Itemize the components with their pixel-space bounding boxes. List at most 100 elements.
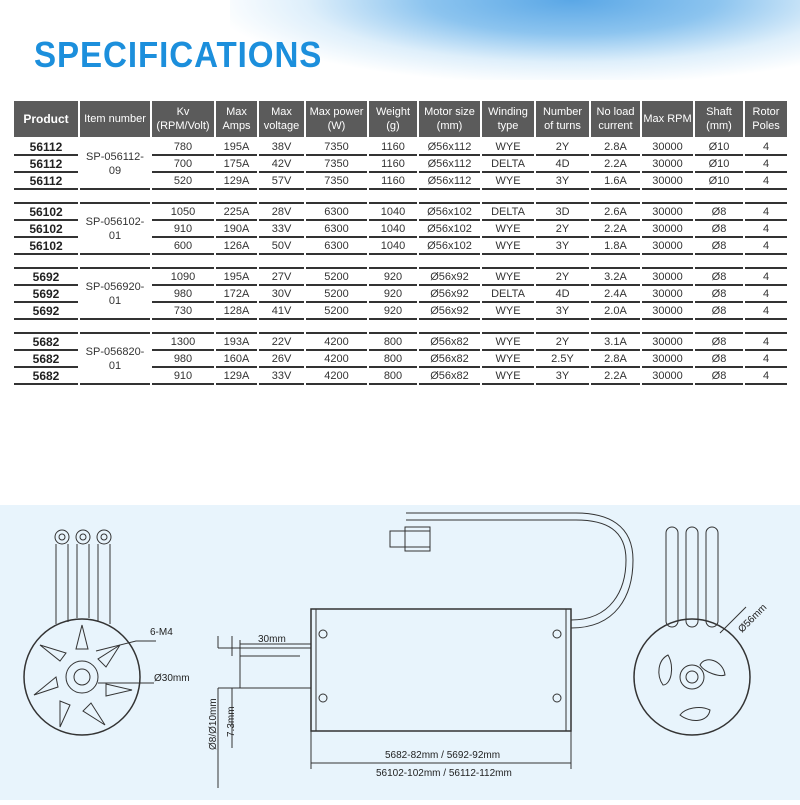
body-diameter-label: Ø56mm bbox=[736, 602, 769, 635]
table-row: 56112 520 129A 57V 7350 1160 Ø56x112 WYE 3Y 1.6A 3… bbox=[14, 173, 787, 190]
column-header-text: (RPM/Volt) bbox=[156, 120, 210, 132]
table-cell: 190A bbox=[216, 221, 257, 238]
table-cell: 3.1A bbox=[591, 334, 640, 351]
column-header-text: No load bbox=[596, 106, 635, 118]
table-cell: 4 bbox=[745, 303, 787, 320]
separator-cell bbox=[14, 190, 78, 204]
table-cell: Ø56x112 bbox=[419, 173, 480, 190]
table-cell: 4200 bbox=[306, 368, 367, 385]
separator-cell bbox=[642, 190, 693, 204]
table-cell: 2.2A bbox=[591, 156, 640, 173]
table-cell: 2.4A bbox=[591, 286, 640, 303]
table-cell: 920 bbox=[369, 286, 417, 303]
table-cell: Ø56x82 bbox=[419, 334, 480, 351]
column-header-text: Rotor bbox=[752, 106, 780, 118]
table-cell: 1.6A bbox=[591, 173, 640, 190]
table-cell: 30V bbox=[259, 286, 304, 303]
front-view-drawing bbox=[23, 529, 156, 736]
column-header: Max Amps bbox=[216, 101, 257, 139]
separator-cell bbox=[482, 255, 534, 269]
table-cell: 30000 bbox=[642, 351, 693, 368]
separator-cell bbox=[369, 255, 417, 269]
table-cell: 3Y bbox=[536, 368, 589, 385]
table-cell: 30000 bbox=[642, 173, 693, 190]
table-cell: 4D bbox=[536, 286, 589, 303]
table-cell: 126A bbox=[216, 238, 257, 255]
column-header-text: Motor size bbox=[424, 106, 475, 118]
table-cell: 600 bbox=[152, 238, 214, 255]
table-cell: 2.8A bbox=[591, 139, 640, 156]
table-cell: Ø56x82 bbox=[419, 368, 480, 385]
separator-cell bbox=[306, 320, 367, 334]
table-cell: 1050 bbox=[152, 204, 214, 221]
page-title: SPECIFICATIONS bbox=[34, 34, 323, 75]
table-cell: 1.8A bbox=[591, 238, 640, 255]
table-cell: 42V bbox=[259, 156, 304, 173]
length-label-1: 5682-82mm / 5692-92mm bbox=[385, 750, 500, 761]
separator-cell bbox=[259, 255, 304, 269]
table-cell: DELTA bbox=[482, 286, 534, 303]
separator-cell bbox=[695, 190, 743, 204]
column-header-text: Shaft bbox=[706, 106, 732, 118]
table-cell: 2Y bbox=[536, 269, 589, 286]
table-cell: Ø56x112 bbox=[419, 156, 480, 173]
separator-cell bbox=[536, 320, 589, 334]
separator-cell bbox=[259, 320, 304, 334]
column-header: Item number bbox=[80, 101, 150, 139]
table-cell: 4 bbox=[745, 156, 787, 173]
separator-cell bbox=[259, 190, 304, 204]
table-cell: Ø56x112 bbox=[419, 139, 480, 156]
column-header-text: Max bbox=[271, 106, 292, 118]
table-cell: 4200 bbox=[306, 351, 367, 368]
table-cell: 2.5Y bbox=[536, 351, 589, 368]
table-cell: Ø8 bbox=[695, 334, 743, 351]
table-cell: 2.6A bbox=[591, 204, 640, 221]
product-cell: 5682 bbox=[14, 368, 78, 385]
shaft-diameter-label: Ø8/Ø10mm bbox=[208, 698, 219, 750]
table-cell: 1040 bbox=[369, 204, 417, 221]
separator-cell bbox=[152, 255, 214, 269]
column-header-text: of turns bbox=[544, 120, 581, 132]
column-header: Weight (g) bbox=[369, 101, 417, 139]
table-row: 5692 730 128A 41V 5200 920 Ø56x92 WYE 3Y 2.0A 3000… bbox=[14, 303, 787, 320]
table-row: 5682 SP-056820-01 1300 193A 22V 4200 800 Ø56x82… bbox=[14, 334, 787, 385]
table-cell: 3.2A bbox=[591, 269, 640, 286]
table-cell: 4 bbox=[745, 173, 787, 190]
table-cell: 1160 bbox=[369, 139, 417, 156]
sky-header-banner bbox=[0, 0, 800, 95]
group-separator bbox=[14, 255, 787, 269]
column-header: Max voltage bbox=[259, 101, 304, 139]
table-cell: 6300 bbox=[306, 221, 367, 238]
separator-cell bbox=[152, 190, 214, 204]
table-cell: WYE bbox=[482, 173, 534, 190]
table-row: 56112 700 175A 42V 7350 1160 Ø56x112 DELTA 4D 2.2… bbox=[14, 156, 787, 173]
table-cell: DELTA bbox=[482, 156, 534, 173]
table-cell: 7350 bbox=[306, 139, 367, 156]
table-cell: 7350 bbox=[306, 156, 367, 173]
product-cell: 56112 bbox=[14, 139, 78, 156]
table-cell: 910 bbox=[152, 221, 214, 238]
separator-cell bbox=[80, 255, 150, 269]
mount-holes-label: 6-M4 bbox=[150, 627, 173, 638]
table-cell: 38V bbox=[259, 139, 304, 156]
table-cell: Ø8 bbox=[695, 238, 743, 255]
column-header: No load current bbox=[591, 101, 640, 139]
table-cell: WYE bbox=[482, 139, 534, 156]
column-header: Motor size (mm) bbox=[419, 101, 480, 139]
table-cell: 6300 bbox=[306, 204, 367, 221]
table-cell: 520 bbox=[152, 173, 214, 190]
column-header-text: Amps bbox=[222, 120, 251, 132]
item-number-cell: SP-056820-01 bbox=[80, 334, 150, 385]
table-cell: 22V bbox=[259, 334, 304, 351]
column-header-text: voltage bbox=[263, 120, 300, 132]
table-cell: 129A bbox=[216, 368, 257, 385]
item-number-cell: SP-056102-01 bbox=[80, 204, 150, 255]
shaft-length-label: 30mm bbox=[258, 634, 286, 645]
separator-cell bbox=[419, 190, 480, 204]
table-cell: WYE bbox=[482, 303, 534, 320]
table-cell: Ø8 bbox=[695, 204, 743, 221]
table-cell: 30000 bbox=[642, 204, 693, 221]
table-cell: 920 bbox=[369, 269, 417, 286]
table-cell: 2.2A bbox=[591, 221, 640, 238]
column-header: Product bbox=[14, 101, 78, 139]
